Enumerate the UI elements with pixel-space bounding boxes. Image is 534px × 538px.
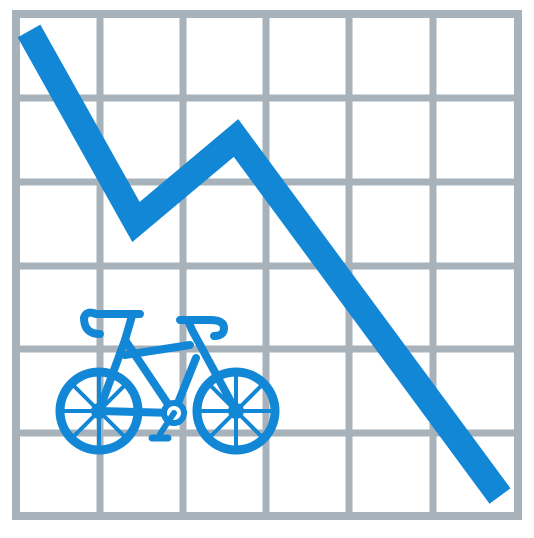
saddle	[84, 313, 140, 340]
bicycle-frame	[99, 330, 236, 413]
handlebar	[180, 320, 224, 336]
bicycle-icon	[60, 313, 275, 450]
